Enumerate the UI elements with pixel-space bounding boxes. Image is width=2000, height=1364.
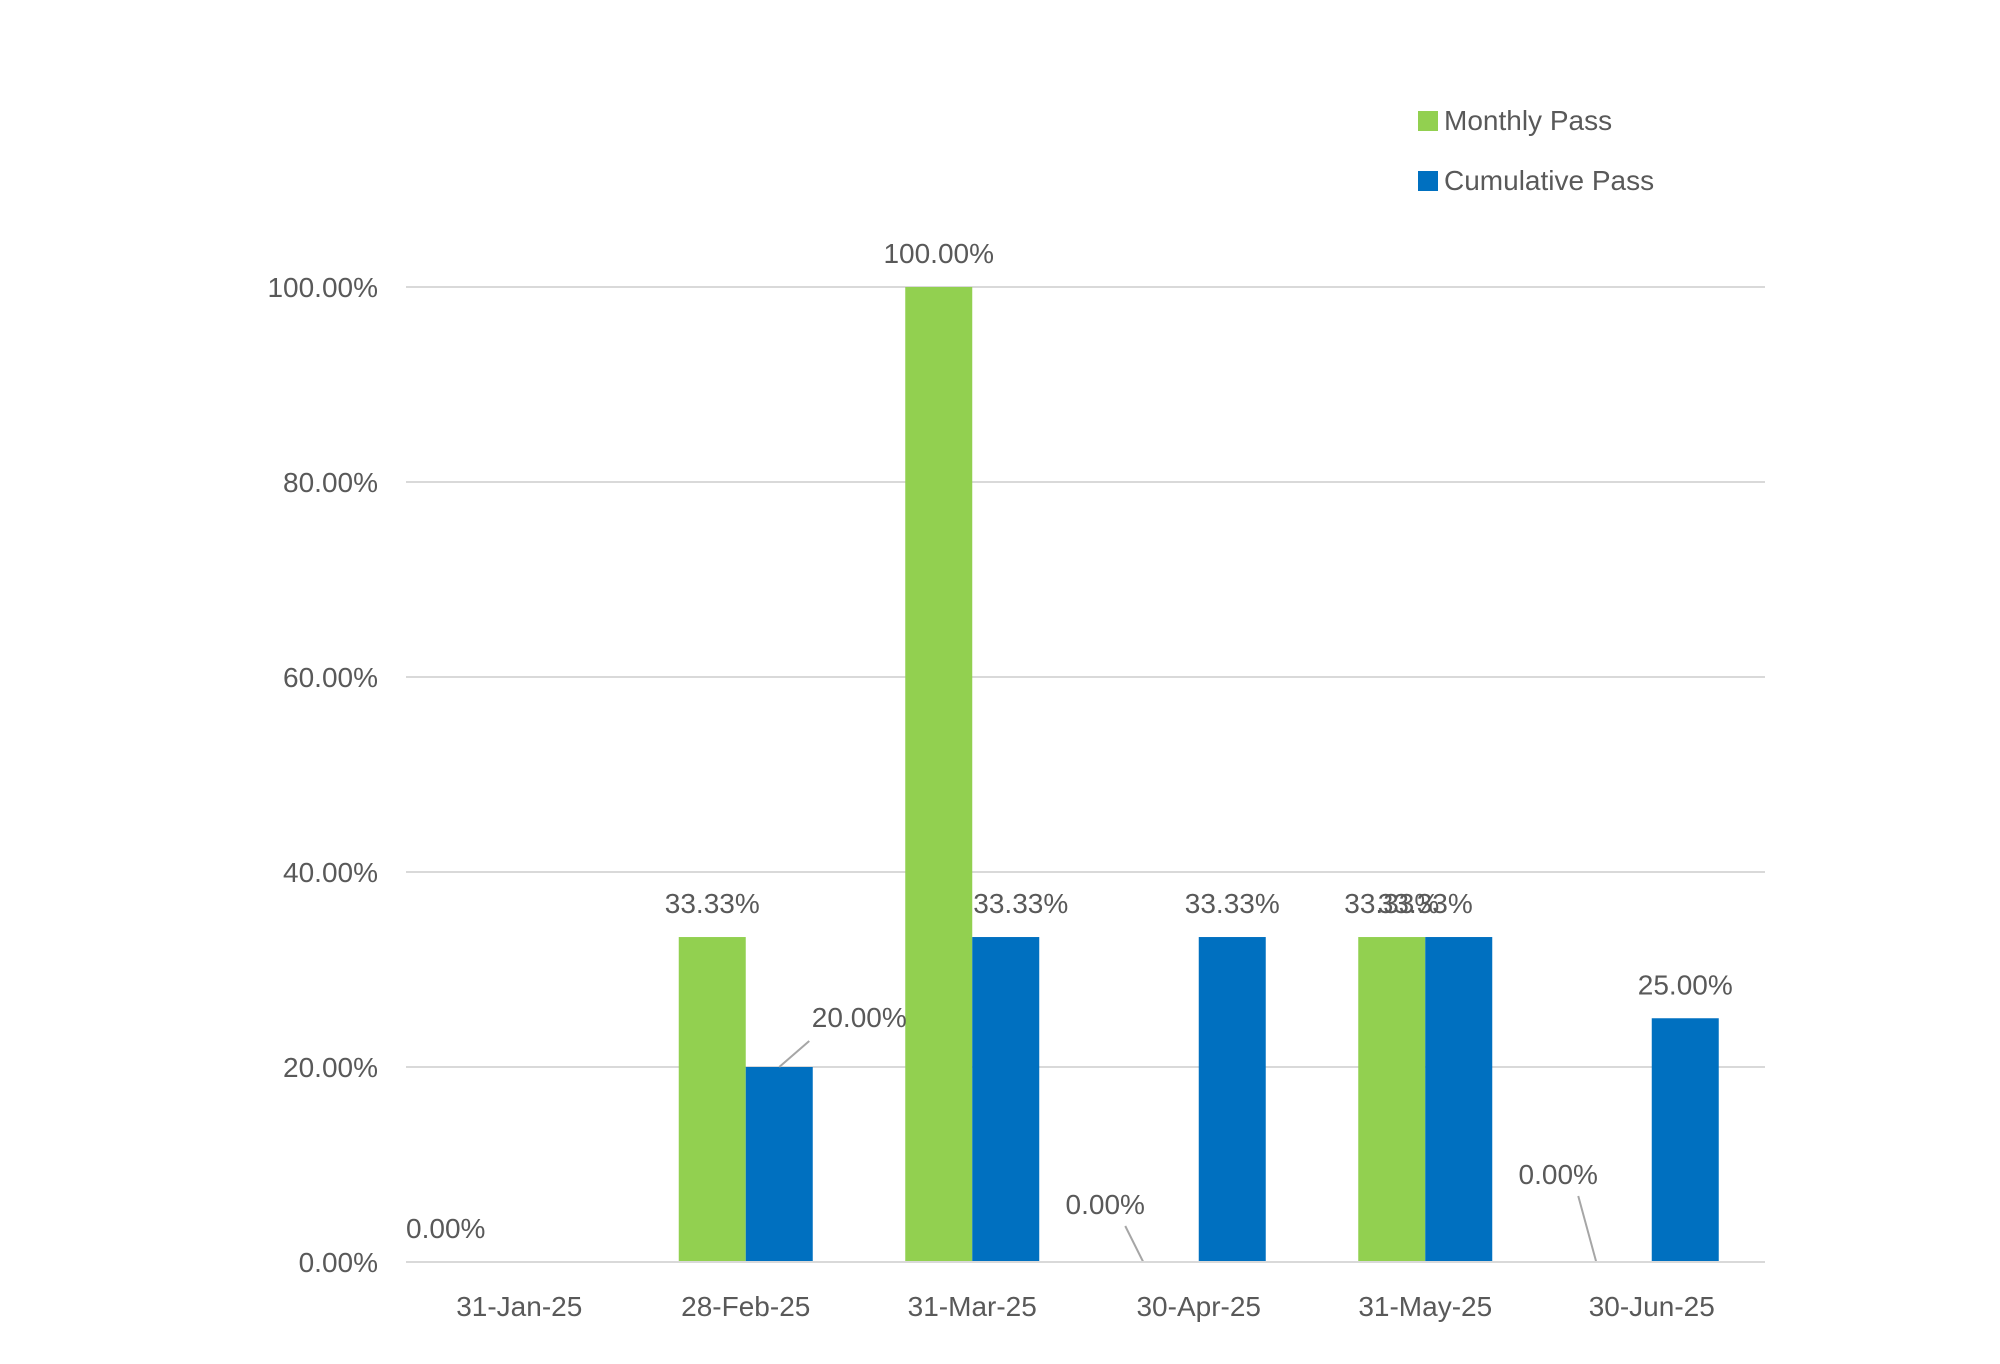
y-tick-label: 20.00% bbox=[283, 1052, 378, 1083]
x-tick-label: 30-Jun-25 bbox=[1589, 1291, 1715, 1322]
data-label-cumulative-pass: 33.33% bbox=[1185, 888, 1280, 919]
legend-item-cumulative-pass: Cumulative Pass bbox=[1418, 165, 1655, 196]
gridlines bbox=[406, 286, 1765, 1263]
data-label-monthly-pass: 33.33% bbox=[665, 888, 760, 919]
bar-monthly-pass bbox=[1358, 937, 1426, 1262]
data-label-cumulative-pass: 25.00% bbox=[1638, 969, 1733, 1000]
data-label-monthly-pass: 0.00% bbox=[1066, 1189, 1145, 1220]
bar-monthly-pass bbox=[678, 937, 746, 1262]
y-axis: 0.00% 20.00% 40.00% 60.00% 80.00% 100.00% bbox=[267, 272, 378, 1278]
data-label-monthly-pass: 33.33% bbox=[1344, 888, 1439, 919]
data-label-monthly-pass: 0.00% bbox=[406, 1213, 485, 1244]
bar-monthly-pass bbox=[905, 287, 973, 1262]
y-tick-label: 60.00% bbox=[283, 662, 378, 693]
bar-cumulative-pass bbox=[1198, 937, 1266, 1262]
data-label-monthly-pass: 0.00% bbox=[1519, 1159, 1598, 1190]
x-tick-label: 28-Feb-25 bbox=[681, 1291, 810, 1322]
bar-cumulative-pass bbox=[745, 1067, 813, 1262]
data-label-monthly-pass: 100.00% bbox=[883, 238, 994, 269]
legend-label-cumulative-pass: Cumulative Pass bbox=[1444, 165, 1655, 196]
x-tick-label: 31-May-25 bbox=[1358, 1291, 1492, 1322]
x-tick-label: 31-Mar-25 bbox=[908, 1291, 1037, 1322]
leader-lines bbox=[778, 1040, 1598, 1263]
data-label-cumulative-pass: 33.33% bbox=[973, 888, 1068, 919]
data-label-cumulative-pass: 20.00% bbox=[812, 1002, 907, 1033]
legend-swatch-monthly-pass bbox=[1418, 111, 1438, 131]
y-tick-label: 100.00% bbox=[267, 272, 378, 303]
x-tick-label: 31-Jan-25 bbox=[456, 1291, 582, 1322]
y-tick-label: 0.00% bbox=[299, 1247, 378, 1278]
bar-cumulative-pass bbox=[1425, 937, 1493, 1262]
legend: Monthly Pass Cumulative Pass bbox=[1418, 105, 1655, 226]
data-label-cumulative-pass: 33.33% bbox=[1378, 888, 1473, 919]
bar-cumulative-pass bbox=[1651, 1018, 1719, 1262]
data-labels: 0.00% 33.33% 20.00% 100.00% 33.33% 0.00% 33.33… bbox=[406, 238, 1733, 1244]
bar-cumulative-pass bbox=[972, 937, 1040, 1262]
y-tick-label: 40.00% bbox=[283, 857, 378, 888]
legend-label-monthly-pass: Monthly Pass bbox=[1444, 105, 1613, 136]
bars bbox=[678, 287, 1719, 1262]
leader-line bbox=[1577, 1195, 1598, 1263]
x-tick-label: 30-Apr-25 bbox=[1136, 1291, 1261, 1322]
x-axis: 31-Jan-25 28-Feb-25 31-Mar-25 30-Apr-25 31-M… bbox=[406, 1261, 1765, 1322]
leader-line bbox=[778, 1040, 810, 1068]
legend-swatch-cumulative-pass bbox=[1418, 171, 1438, 191]
legend-item-monthly-pass: Monthly Pass bbox=[1418, 105, 1654, 136]
y-tick-label: 80.00% bbox=[283, 467, 378, 498]
leader-line bbox=[1124, 1225, 1145, 1263]
